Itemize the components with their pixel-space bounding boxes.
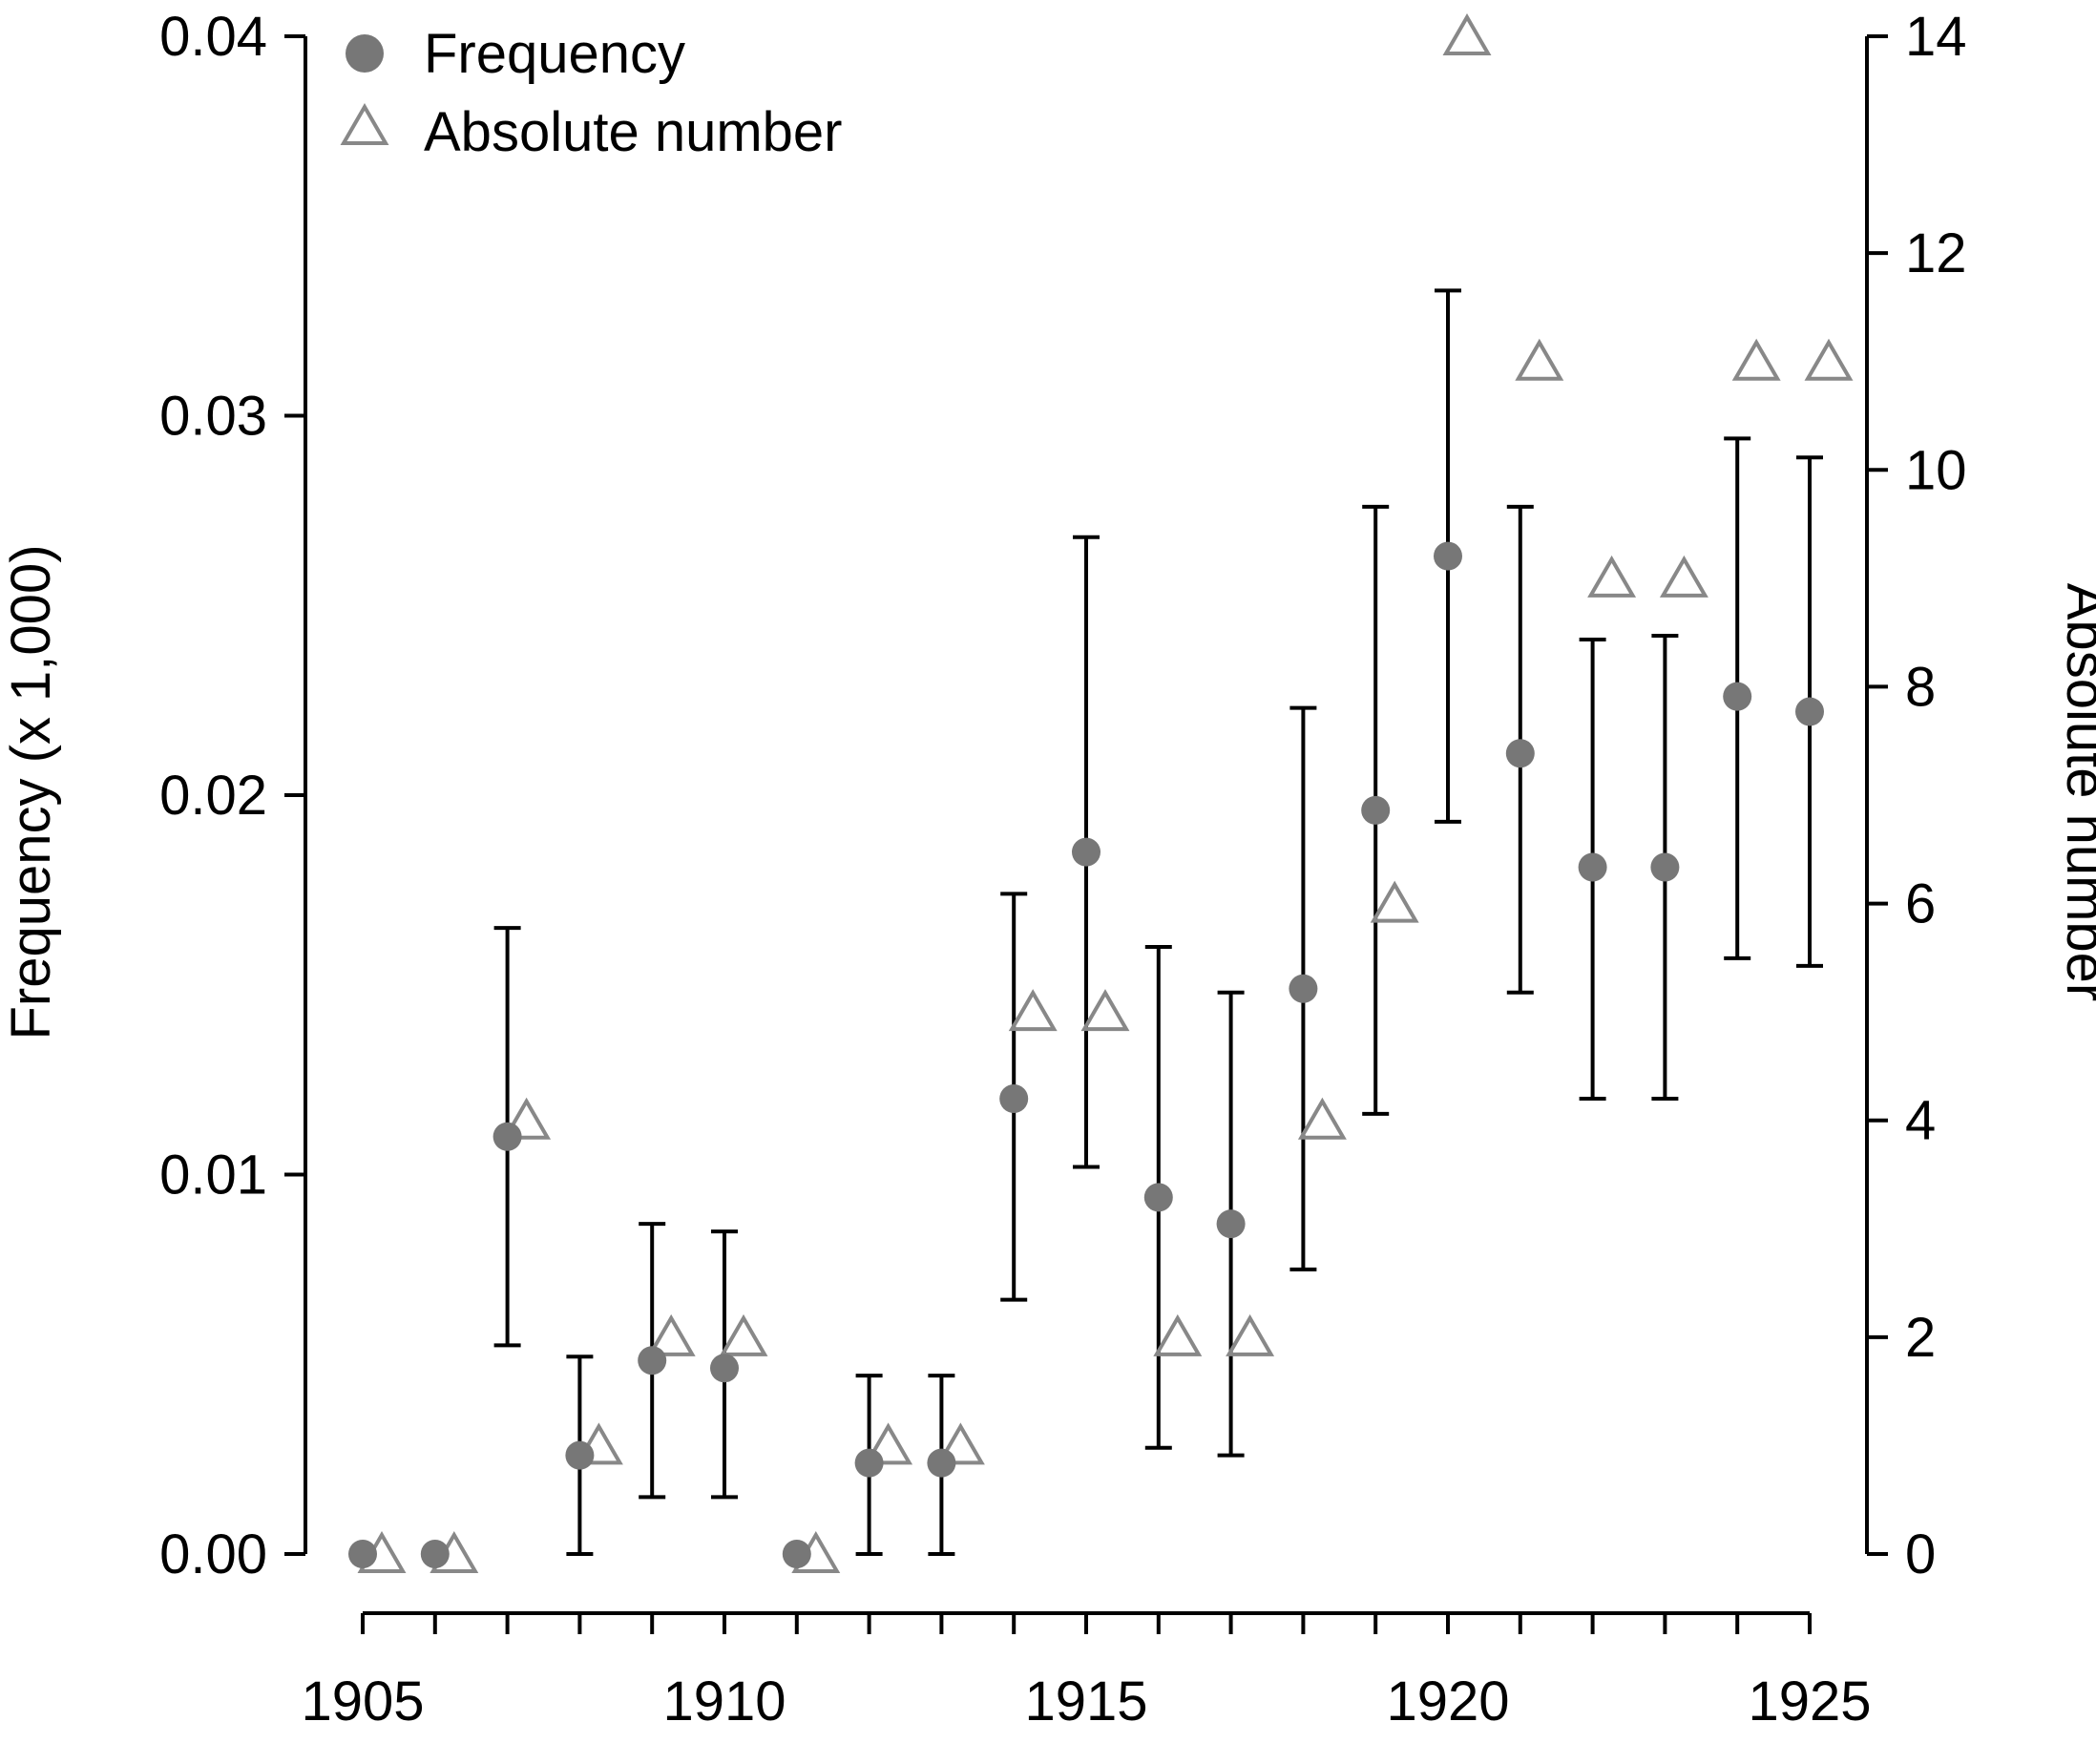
- right-y-tick-label: 10: [1905, 439, 1967, 501]
- absolute-number-point: [1008, 989, 1058, 1032]
- frequency-point: [1723, 682, 1752, 711]
- frequency-point: [710, 1354, 739, 1383]
- frequency-point: [1578, 852, 1607, 882]
- left-y-tick-label: 0.00: [159, 1523, 267, 1586]
- frequency-point: [1505, 739, 1535, 768]
- absolute-number-point: [935, 1422, 985, 1465]
- absolute-number-point: [864, 1422, 913, 1465]
- right-y-axis-title: Absolute number: [2055, 583, 2096, 1001]
- frequency-point: [999, 1084, 1029, 1113]
- absolute-number-point: [1659, 555, 1708, 598]
- legend-absolute-number-marker: [340, 103, 389, 145]
- frequency-point: [854, 1448, 884, 1478]
- x-ticks: 1905 1910 1915 1920 1925: [301, 1613, 1872, 1732]
- absolute-number-point: [1080, 989, 1130, 1032]
- left-y-tick-label: 0.04: [159, 6, 267, 68]
- x-tick-label: 1910: [662, 1670, 786, 1732]
- left-y-tick-label: 0.03: [159, 386, 267, 448]
- absolute-number-point: [1731, 338, 1781, 381]
- absolute-number-point: [1515, 338, 1564, 381]
- left-y-axis-title: Frequency (x 1,000): [0, 544, 62, 1040]
- legend: Frequency Absolute number: [340, 23, 842, 163]
- frequency-point: [638, 1346, 667, 1376]
- legend-frequency-marker: [346, 34, 384, 73]
- absolute-number-point: [1804, 338, 1854, 381]
- x-tick-label: 1925: [1748, 1670, 1871, 1732]
- absolute-number-point: [646, 1313, 696, 1356]
- absolute-number-point: [719, 1313, 768, 1356]
- frequency-point: [1361, 795, 1391, 825]
- x-tick-label: 1905: [301, 1670, 424, 1732]
- error-bars: [493, 288, 1823, 1556]
- frequency-point: [1216, 1209, 1246, 1239]
- absolute-number-point: [1587, 555, 1637, 598]
- legend-absolute-number-label: Absolute number: [424, 101, 842, 163]
- left-y-tick-label: 0.01: [159, 1144, 267, 1207]
- absolute-number-point: [1442, 13, 1492, 55]
- frequency-point: [1795, 697, 1824, 726]
- x-tick-label: 1920: [1386, 1670, 1509, 1732]
- absolute-number-points: [357, 13, 1854, 1573]
- absolute-number-point: [1153, 1313, 1203, 1356]
- absolute-number-point: [1226, 1313, 1275, 1356]
- frequency-point: [927, 1448, 956, 1478]
- frequency-point: [348, 1540, 377, 1568]
- right-y-tick-label: 6: [1905, 873, 1936, 935]
- frequency-point: [1072, 837, 1100, 867]
- legend-frequency-label: Frequency: [424, 23, 685, 85]
- left-y-ticks: 0.00 0.01 0.02 0.03 0.04: [159, 6, 305, 1586]
- right-y-tick-label: 0: [1905, 1523, 1936, 1586]
- right-y-tick-label: 4: [1905, 1090, 1936, 1152]
- absolute-number-point: [1370, 880, 1419, 923]
- frequency-point: [1434, 541, 1462, 571]
- frequency-point: [420, 1540, 450, 1568]
- right-y-tick-label: 8: [1905, 656, 1936, 718]
- frequency-point: [493, 1122, 522, 1151]
- absolute-number-point: [1297, 1097, 1347, 1140]
- absolute-number-point: [502, 1097, 552, 1140]
- x-tick-label: 1915: [1024, 1670, 1147, 1732]
- right-y-ticks: 0 2 4 6 8 10 12 14: [1867, 6, 1967, 1586]
- frequency-point: [1143, 1183, 1173, 1212]
- right-y-tick-label: 2: [1905, 1307, 1936, 1369]
- right-y-tick-label: 14: [1905, 6, 1967, 68]
- frequency-point: [1650, 852, 1680, 882]
- left-y-tick-label: 0.02: [159, 765, 267, 827]
- frequency-point: [782, 1540, 811, 1568]
- frequency-point: [565, 1440, 595, 1470]
- frequency-point: [1289, 974, 1318, 1003]
- right-y-tick-label: 12: [1905, 222, 1967, 284]
- frequency-points: [348, 541, 1824, 1568]
